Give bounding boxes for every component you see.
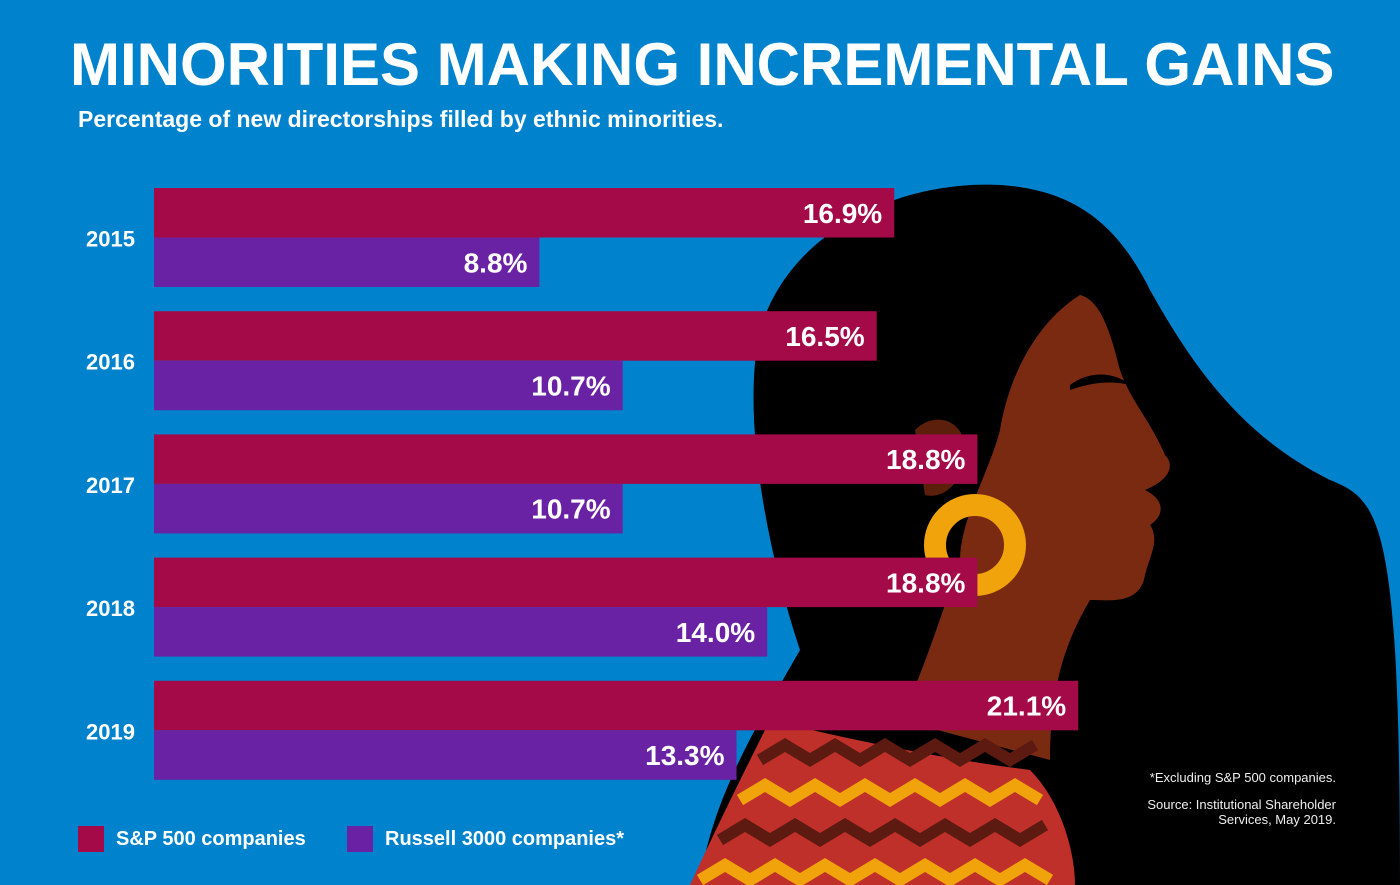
legend-swatch-russell3000 xyxy=(347,826,373,852)
bar-sp500-2017 xyxy=(154,434,978,484)
face xyxy=(900,295,1170,760)
bar-sp500-2016 xyxy=(154,311,877,361)
category-label: 2015 xyxy=(86,227,135,252)
legend-item-sp500: S&P 500 companies xyxy=(78,826,306,852)
legend-item-russell3000: Russell 3000 companies* xyxy=(347,826,624,852)
data-label: 16.9% xyxy=(803,198,882,229)
footnote: *Excluding S&P 500 companies. xyxy=(1149,770,1336,785)
legend-label-russell3000: Russell 3000 companies* xyxy=(385,827,625,850)
data-label: 16.5% xyxy=(785,321,864,352)
bar-russell3000-2017 xyxy=(154,483,623,534)
chart-title: MINORITIES MAKING INCREMENTAL GAINS xyxy=(70,31,1335,98)
category-label: 2017 xyxy=(86,473,135,498)
data-label: 10.7% xyxy=(531,370,610,401)
data-label: 13.3% xyxy=(645,740,724,771)
data-label: 18.8% xyxy=(886,567,965,598)
data-label: 21.1% xyxy=(987,691,1066,722)
legend-swatch-sp500 xyxy=(78,826,104,852)
bar-russell3000-2016 xyxy=(154,360,623,411)
bar-sp500-2018 xyxy=(154,557,978,608)
bar-russell3000-2018 xyxy=(154,607,768,657)
data-label: 14.0% xyxy=(676,617,755,648)
data-label: 10.7% xyxy=(531,494,610,525)
source-note: Source: Institutional Shareholder Servic… xyxy=(1147,797,1336,827)
category-label: 2016 xyxy=(86,350,135,375)
bar-russell3000-2019 xyxy=(154,730,737,780)
category-label: 2019 xyxy=(86,719,135,744)
bar-sp500-2015 xyxy=(154,188,895,238)
data-label: 8.8% xyxy=(464,247,528,278)
eyebrow xyxy=(1070,374,1130,390)
legend-label-sp500: S&P 500 companies xyxy=(116,827,306,850)
sweater-zigzag xyxy=(696,738,1054,885)
sweater xyxy=(690,720,1075,885)
bar-sp500-2019 xyxy=(154,680,1079,731)
category-label: 2018 xyxy=(86,596,135,621)
data-label: 18.8% xyxy=(886,444,965,475)
chart-subtitle: Percentage of new directorships filled b… xyxy=(78,106,724,132)
bar-russell3000-2015 xyxy=(154,237,540,287)
